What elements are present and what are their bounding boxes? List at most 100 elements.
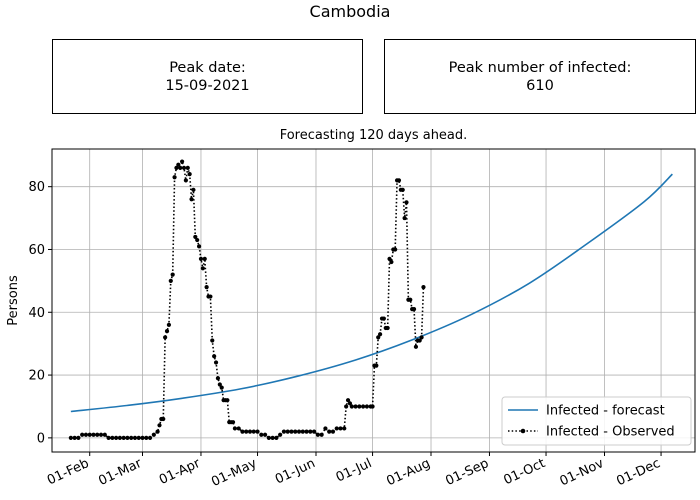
- observed-point: [80, 432, 85, 437]
- x-tick-label: 01-Aug: [384, 456, 432, 489]
- y-tick-label: 60: [28, 243, 45, 258]
- observed-point: [278, 432, 283, 437]
- observed-point: [219, 385, 224, 390]
- observed-point: [210, 338, 215, 343]
- observed-point: [189, 197, 194, 202]
- observed-point: [312, 429, 317, 434]
- observed-point: [95, 432, 100, 437]
- observed-point: [170, 272, 175, 277]
- observed-point: [396, 178, 402, 183]
- observed-point: [361, 404, 366, 409]
- observed-point: [114, 435, 119, 440]
- plot-frame: [51, 148, 696, 453]
- observed-point: [102, 432, 107, 437]
- observed-point: [161, 416, 166, 422]
- observed-point: [187, 172, 192, 177]
- observed-point: [168, 278, 173, 283]
- observed-point: [181, 165, 187, 170]
- x-tick-label: 01-Dec: [614, 456, 662, 489]
- observed-point: [334, 426, 339, 431]
- observed-point: [110, 435, 115, 440]
- observed-point: [345, 398, 351, 403]
- observed-point: [136, 435, 141, 440]
- observed-point: [217, 382, 222, 387]
- observed-point: [349, 404, 354, 409]
- legend-forecast-label: Infected - forecast: [546, 404, 665, 419]
- observed-point: [193, 234, 198, 240]
- peak-date-box: Peak date: 15-09-2021: [52, 39, 363, 114]
- observed-point: [183, 178, 188, 183]
- observed-point: [147, 435, 153, 440]
- observed-point: [417, 338, 422, 343]
- observed-point: [389, 259, 394, 265]
- y-tick-label: 20: [28, 369, 45, 384]
- peak-infected-value: 610: [526, 77, 554, 94]
- observed-point: [393, 247, 398, 252]
- observed-point: [319, 432, 324, 437]
- observed-point: [421, 285, 426, 290]
- observed-point: [413, 344, 419, 349]
- legend-box: [501, 396, 692, 446]
- y-tick-label: 40: [28, 306, 45, 321]
- observed-point: [191, 187, 196, 192]
- observed-point: [76, 435, 81, 440]
- observed-point: [374, 363, 379, 368]
- x-tick-label: 01-Feb: [45, 456, 91, 488]
- observed-point: [274, 435, 279, 440]
- observed-point: [140, 435, 145, 440]
- x-tick-label: 01-May: [209, 456, 259, 490]
- observed-point: [129, 435, 134, 440]
- observed-point: [344, 404, 349, 409]
- observed-point: [281, 429, 287, 434]
- observed-point: [125, 435, 130, 440]
- observed-point: [304, 429, 309, 434]
- observed-point: [404, 200, 409, 205]
- observed-point: [308, 429, 313, 434]
- y-axis-label: Persons: [6, 275, 21, 326]
- observed-point: [240, 429, 245, 434]
- chart-title: Forecasting 120 days ahead.: [279, 128, 468, 143]
- observed-point: [174, 165, 179, 170]
- observed-point: [244, 429, 249, 434]
- x-tick-label: 01-Mar: [96, 456, 144, 489]
- y-tick-label: 80: [28, 180, 45, 195]
- observed-point: [236, 426, 241, 431]
- peak-date-label: Peak date:: [169, 59, 246, 76]
- observed-point: [323, 426, 328, 431]
- x-tick-label: 01-Nov: [558, 456, 607, 489]
- observed-point: [364, 404, 370, 409]
- observed-point: [370, 404, 375, 409]
- observed-point: [198, 256, 204, 261]
- observed-point: [185, 165, 190, 170]
- x-tick-label: 01-Apr: [157, 456, 203, 488]
- observed-point: [408, 297, 413, 302]
- observed-point: [357, 404, 362, 409]
- observed-point: [289, 429, 294, 434]
- observed-point: [215, 376, 221, 381]
- observed-point: [106, 435, 111, 440]
- observed-point: [83, 432, 89, 437]
- observed-point: [347, 401, 353, 406]
- y-tick-label: 0: [37, 431, 45, 446]
- observed-point: [164, 329, 170, 334]
- x-tick-label: 01-Sep: [443, 456, 491, 489]
- observed-point: [117, 435, 122, 440]
- observed-point: [285, 429, 290, 434]
- observed-point: [296, 429, 302, 434]
- observed-point: [144, 435, 149, 440]
- x-tick-label: 01-Jul: [334, 456, 374, 486]
- observed-point: [411, 307, 417, 312]
- observed-point: [155, 429, 160, 434]
- observed-point: [381, 316, 386, 321]
- observed-point: [202, 256, 207, 261]
- observed-point: [180, 159, 185, 164]
- observed-point: [400, 187, 405, 192]
- observed-point: [262, 432, 268, 437]
- observed-point: [172, 175, 177, 180]
- observed-point: [157, 423, 162, 428]
- observed-point: [195, 237, 200, 243]
- observed-point: [208, 294, 213, 299]
- observed-point: [259, 432, 264, 437]
- observed-point: [315, 432, 320, 437]
- observed-point: [387, 256, 392, 261]
